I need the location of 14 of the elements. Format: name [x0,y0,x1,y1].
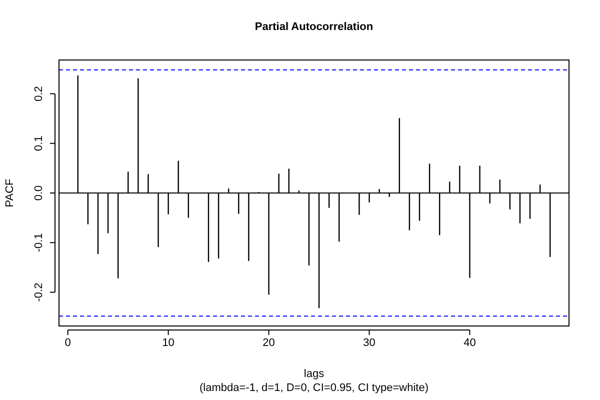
x-axis-title: lags [304,368,325,380]
y-tick-label: -0.1 [33,233,45,252]
chart-title: Partial Autocorrelation [254,21,374,33]
x-tick-label: 0 [64,336,71,349]
y-axis-title: PACF [4,178,16,208]
y-tick-label: -0.2 [33,282,45,302]
y-tick-label: 0.1 [33,136,45,152]
x-tick-label: 40 [464,336,476,349]
x-tick-label: 20 [262,336,275,349]
x-tick-label: 10 [162,336,174,349]
y-tick-label: 0.2 [33,86,45,102]
y-tick-label: 0.0 [33,185,45,201]
x-tick-label: 30 [363,336,376,349]
text: (lambda=-1, d=1, D=0, CI=0.95, CI type=white) [200,382,428,394]
